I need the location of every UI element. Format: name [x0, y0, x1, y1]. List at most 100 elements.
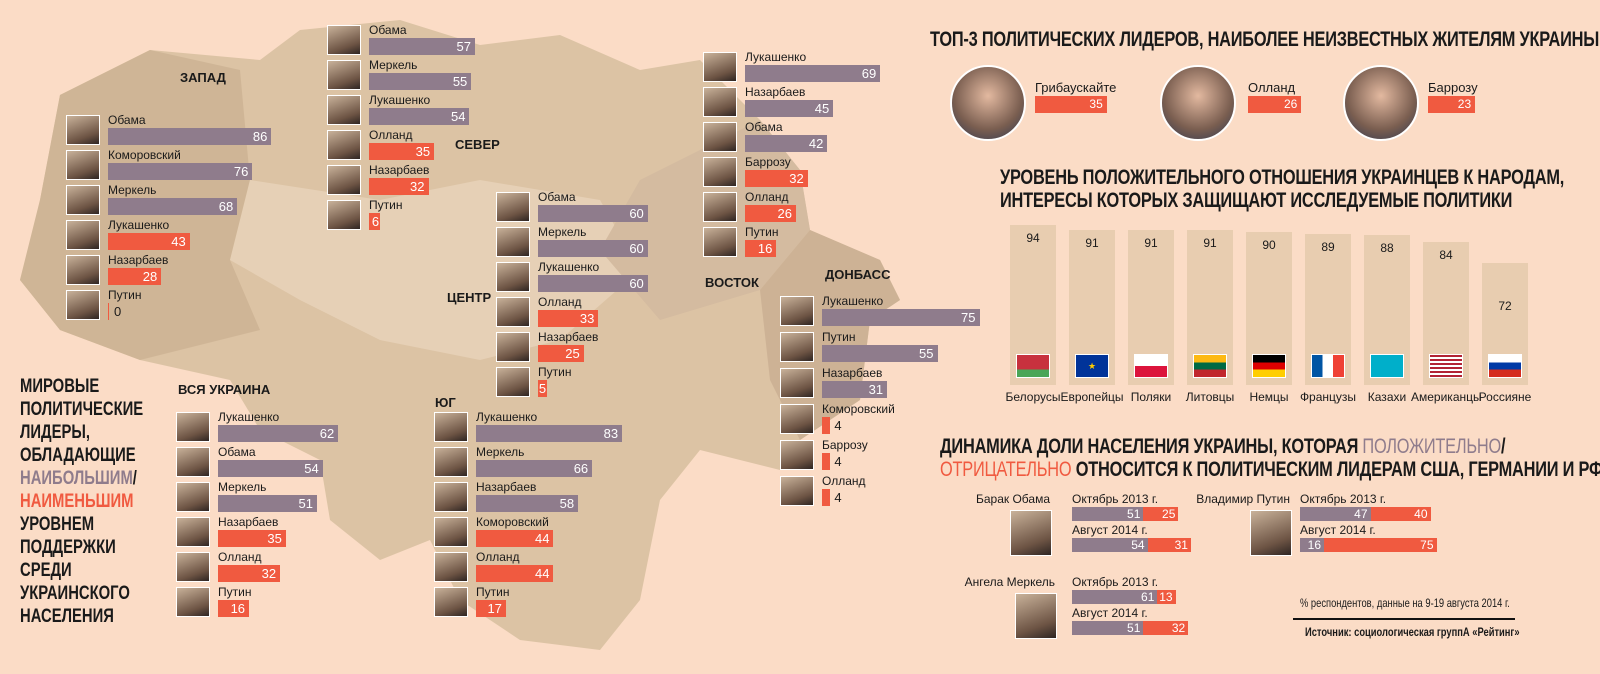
bar: 54	[218, 460, 323, 477]
region-entry: Назарбаев 31	[780, 366, 1040, 400]
avatar	[176, 552, 210, 582]
leader-name: Коморовский	[822, 402, 895, 416]
leader-name: Назарбаев	[822, 366, 883, 380]
leader-name: Коморовский	[476, 515, 549, 529]
avatar	[1010, 510, 1052, 556]
region-entry: Олланд 32	[176, 550, 436, 584]
avatar	[327, 130, 361, 160]
avatar	[176, 482, 210, 512]
bar: 45	[745, 100, 834, 117]
bar: 69	[745, 65, 881, 82]
bar: 26	[745, 205, 796, 222]
positive-bar: 51	[1072, 507, 1144, 521]
region-entry: Меркель 68	[66, 183, 326, 217]
region-entry: Олланд 35	[327, 128, 587, 162]
region-entry: Путин 16	[176, 585, 436, 619]
negative-bar: 25	[1143, 507, 1179, 521]
region-entry: Коморовский 4	[780, 402, 1040, 436]
positive-bar: 51	[1072, 621, 1144, 635]
region-title: ЮГ	[435, 395, 456, 410]
footnote: % респондентов, данные на 9-19 августа 2…	[1300, 596, 1569, 610]
left-title-line: МИРОВЫЕ	[20, 376, 100, 397]
positive-bar: 47	[1300, 507, 1371, 521]
region-entry: Лукашенко 54	[327, 93, 587, 127]
kazakhstan-flag-icon	[1370, 354, 1404, 378]
avatar	[176, 587, 210, 617]
dynamics-title-line: ДИНАМИКА ДОЛИ НАСЕЛЕНИЯ УКРАИНЫ, КОТОРАЯ…	[940, 435, 1600, 458]
avatar	[66, 220, 100, 250]
region-entry: Назарбаев 35	[176, 515, 436, 549]
left-title-line: ПОЛИТИЧЕСКИЕ	[20, 399, 144, 420]
avatar	[434, 552, 468, 582]
avatar	[1015, 593, 1057, 639]
avatar	[1160, 65, 1236, 141]
leader-name: Обама	[369, 23, 407, 37]
region-entry: Лукашенко 83	[434, 410, 694, 444]
column-label: Немцы	[1249, 390, 1289, 404]
region-entry: Лукашенко 69	[703, 50, 963, 84]
period-label: Октябрь 2013 г.	[1300, 492, 1387, 506]
leader-name: Лукашенко	[476, 410, 538, 424]
bar: 16	[745, 240, 777, 257]
bar: 42	[745, 135, 828, 152]
column-value: 91	[1144, 236, 1158, 251]
bar	[822, 489, 831, 506]
positive-bar: 61	[1072, 590, 1158, 604]
region-entry: Лукашенко 62	[176, 410, 436, 444]
nations-title-line: ИНТЕРЕСЫ КОТОРЫХ ЗАЩИЩАЮТ ИССЛЕДУЕМЫЕ ПО…	[1000, 189, 1513, 212]
avatar	[327, 200, 361, 230]
top3-title: ТОП-3 ПОЛИТИЧЕСКИХ ЛИДЕРОВ, НАИБОЛЕЕ НЕИ…	[930, 28, 1600, 52]
dynamics-title-slash: /	[1500, 435, 1506, 458]
leader-name: Лукашенко	[369, 93, 431, 107]
leader-name: Олланд	[218, 550, 262, 564]
region-entry: Назарбаев 58	[434, 480, 694, 514]
bar-value: 4	[834, 418, 842, 433]
avatar	[496, 297, 530, 327]
bar-value: 4	[834, 454, 842, 469]
bar: 26	[1248, 96, 1302, 113]
bar-value: 4	[834, 490, 842, 505]
leader-name: Путин	[476, 585, 510, 599]
leader-name: Лукашенко	[108, 218, 170, 232]
region-entry: Назарбаев 45	[703, 85, 963, 119]
region-entry: Олланд 33	[496, 295, 756, 329]
region-title: ЗАПАД	[180, 70, 226, 85]
region-entry: Назарбаев 28	[66, 253, 326, 287]
leader-name: Баррозу	[1428, 80, 1478, 95]
region-entry: Лукашенко 60	[496, 260, 756, 294]
bar: 35	[1035, 96, 1107, 113]
bar: 28	[108, 268, 162, 285]
region-entry: Обама 86	[66, 113, 326, 147]
bar: 66	[476, 460, 593, 477]
column-value: 72	[1498, 298, 1512, 313]
bar: 60	[538, 205, 648, 222]
avatar	[327, 165, 361, 195]
avatar	[496, 227, 530, 257]
region-entry: Назарбаев 25	[496, 330, 756, 364]
bar	[108, 303, 109, 320]
bar: 86	[108, 128, 272, 145]
avatar	[703, 192, 737, 222]
left-title-line: НАСЕЛЕНИЯ	[20, 606, 114, 627]
left-title-line: ЛИДЕРЫ,	[20, 422, 91, 443]
dynamics-title-negative: ОТРИЦАТЕЛЬНО	[940, 458, 1072, 481]
positive-bar: 54	[1072, 538, 1148, 552]
nations-title: УРОВЕНЬ ПОЛОЖИТЕЛЬНОГО ОТНОШЕНИЯ УКРАИНЦ…	[1000, 166, 1600, 212]
region-title: СЕВЕР	[455, 137, 500, 152]
leader-name: Обама	[745, 120, 783, 134]
avatar	[780, 368, 814, 398]
bar: 43	[108, 233, 190, 250]
avatar	[434, 482, 468, 512]
column-label: Белорусы	[1005, 390, 1061, 404]
bar	[822, 453, 831, 470]
region-entry: Баррозу 32	[703, 155, 963, 189]
negative-bar: 32	[1143, 621, 1189, 635]
column-value: 89	[1321, 239, 1335, 254]
leader-name: Коморовский	[108, 148, 181, 162]
bar: 35	[369, 143, 435, 160]
avatar	[176, 517, 210, 547]
bar: 35	[218, 530, 286, 547]
avatar	[327, 25, 361, 55]
avatar	[434, 412, 468, 442]
column-label: Россияне	[1478, 390, 1532, 404]
